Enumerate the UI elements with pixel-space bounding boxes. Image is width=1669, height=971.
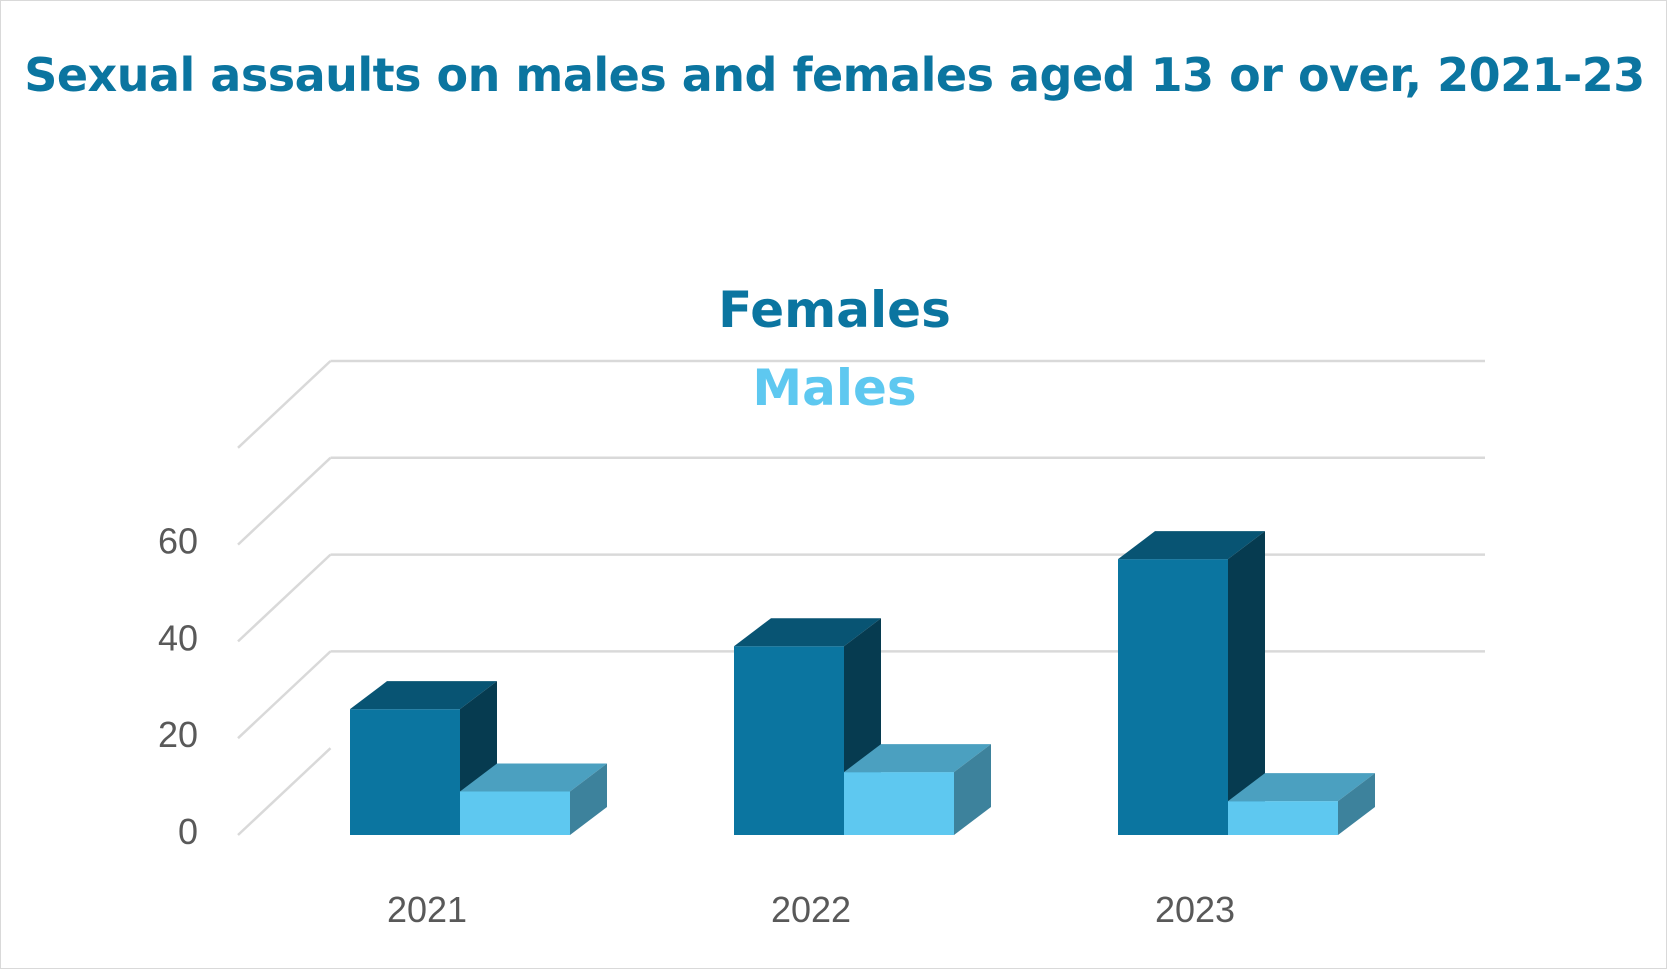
bar-front xyxy=(1228,801,1338,835)
gridlines xyxy=(237,359,1485,836)
x-axis-ticks: 2021 2022 2023 xyxy=(387,889,1235,930)
legend-entry-males: Males xyxy=(752,359,917,417)
side-wall-line xyxy=(237,360,332,449)
y-tick-label: 20 xyxy=(158,714,198,755)
chart-title: Sexual assaults on males and females age… xyxy=(24,48,1645,102)
bar-females-2023 xyxy=(1118,531,1265,835)
bar-top xyxy=(1228,773,1375,802)
bar-front xyxy=(1118,559,1228,835)
x-tick-label: 2023 xyxy=(1155,889,1235,930)
bar-females-2021 xyxy=(350,681,497,835)
bar-side xyxy=(954,744,991,835)
bar-males-2022 xyxy=(844,744,991,835)
bar-top xyxy=(1118,531,1265,560)
y-tick-label: 60 xyxy=(158,521,198,562)
side-wall-line xyxy=(237,650,332,740)
bar-top xyxy=(734,618,881,647)
bar-side xyxy=(1228,531,1265,835)
side-wall-line xyxy=(237,553,332,643)
side-wall-line xyxy=(237,747,332,836)
y-tick-label: 0 xyxy=(178,811,198,852)
bars xyxy=(350,531,1375,835)
y-tick-label: 40 xyxy=(158,617,198,658)
bar-front xyxy=(734,646,844,835)
bar-side xyxy=(570,763,607,835)
bar-top xyxy=(350,681,497,710)
x-tick-label: 2022 xyxy=(771,889,851,930)
bar-top xyxy=(460,763,607,792)
bar-front xyxy=(350,709,460,835)
bar-males-2023 xyxy=(1228,773,1375,835)
y-axis-ticks: 0 20 40 60 xyxy=(158,521,198,852)
bar-side xyxy=(1338,773,1375,835)
bar-top xyxy=(844,744,991,773)
bar-front xyxy=(460,791,570,835)
legend-entry-females: Females xyxy=(718,281,951,339)
bar-males-2021 xyxy=(460,763,607,835)
side-wall-line xyxy=(237,456,332,546)
bar-front xyxy=(844,772,954,835)
x-tick-label: 2021 xyxy=(387,889,467,930)
